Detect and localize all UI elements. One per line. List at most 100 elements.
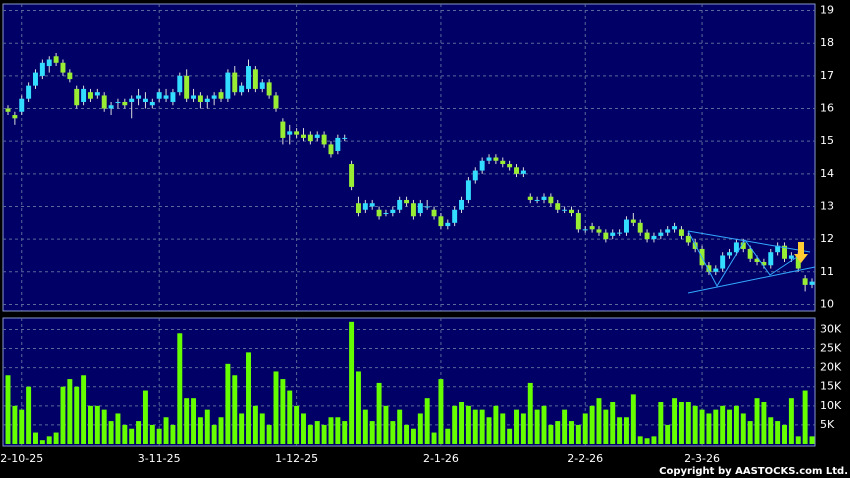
volume-bar [87, 405, 93, 444]
volume-bar [637, 436, 643, 444]
candle-body [342, 137, 348, 139]
volume-bar [101, 409, 107, 444]
volume-bar [582, 413, 588, 444]
copyright: Copyright by AASTOCKS.com Ltd. [659, 466, 848, 477]
volume-bar [747, 421, 753, 444]
volume-bar [548, 424, 554, 444]
volume-bar [239, 413, 245, 444]
volume-bar [692, 405, 698, 444]
candle-body [672, 226, 678, 230]
volume-bar [129, 428, 135, 444]
candle-body [562, 209, 568, 211]
volume-bar [562, 409, 568, 444]
candle-body [417, 203, 423, 214]
volume-bar [809, 436, 815, 444]
candle-body [60, 62, 66, 73]
volume-bar [108, 421, 114, 444]
volume-bar [307, 424, 313, 444]
candle-body [486, 157, 492, 161]
volume-bar [142, 390, 148, 444]
volume-bar [301, 413, 306, 444]
volume-bar [218, 417, 224, 444]
y2-tick-label: 20K [820, 361, 842, 374]
volume-bar [67, 379, 73, 444]
volume-bar [644, 438, 650, 444]
volume-bar [589, 405, 595, 444]
candle-body [307, 134, 313, 142]
candle-body [136, 95, 142, 99]
candle-body [452, 209, 458, 223]
y2-tick-label: 5K [820, 418, 835, 431]
volume-bar [204, 409, 210, 444]
x-tick-label: 2-3-26 [684, 452, 720, 465]
candle-body [108, 105, 114, 109]
candle-body [424, 206, 430, 208]
volume-bar [12, 405, 18, 444]
price-panel [2, 3, 816, 312]
candle-body [211, 95, 217, 99]
y-tick-label: 16 [820, 102, 834, 115]
volume-bar [431, 432, 437, 444]
y-tick-label: 14 [820, 167, 834, 180]
volume-bar [603, 409, 609, 444]
candle-body [630, 219, 636, 223]
candle-body [720, 255, 726, 269]
volume-bar [33, 432, 38, 444]
volume-bar [802, 390, 808, 444]
volume-bar [761, 402, 767, 444]
candle-body [596, 229, 602, 233]
candle-body [67, 72, 73, 80]
candle-body [610, 232, 616, 236]
candle-body [740, 242, 746, 249]
volume-bar [369, 421, 375, 444]
candle-body [301, 134, 306, 138]
candle-body [520, 170, 526, 174]
volume-bar [782, 424, 787, 444]
volume-bar [335, 417, 341, 444]
candle-body [472, 170, 478, 181]
candle-body [355, 203, 361, 214]
x-tick-label: 2-10-25 [0, 452, 43, 465]
candle-body [733, 242, 739, 253]
candle-body [184, 75, 190, 99]
candle-body [156, 92, 162, 99]
volume-bar [623, 417, 629, 444]
volume-bar [754, 398, 760, 444]
candle-body [775, 245, 781, 253]
candle-body [644, 232, 650, 240]
candle-body [266, 82, 272, 96]
volume-bar [136, 421, 142, 444]
volume-bar [252, 405, 258, 444]
x-tick-label: 2-2-26 [567, 452, 603, 465]
y2-tick-label: 15K [820, 380, 842, 393]
volume-bar [355, 371, 361, 444]
volume-bar [294, 405, 300, 444]
candle-body [782, 245, 787, 259]
volume-bar [5, 375, 11, 444]
volume-bar [376, 382, 382, 444]
y2-tick-label: 25K [820, 342, 842, 355]
candle-body [651, 235, 657, 240]
volume-bar [706, 413, 712, 444]
candle-body [81, 88, 87, 102]
candle-body [617, 232, 623, 234]
volume-bar [170, 424, 176, 444]
volume-bar [321, 424, 327, 444]
candle-body [404, 199, 410, 204]
candle-body [514, 167, 519, 174]
volume-bar [534, 409, 540, 444]
volume-bar [197, 417, 203, 444]
volume-bar [19, 409, 25, 444]
candle-body [142, 98, 148, 102]
candle-body [809, 281, 815, 285]
volume-bar [472, 409, 478, 444]
candle-body [534, 199, 540, 201]
x-tick-label: 2-1-26 [423, 452, 459, 465]
candle-body [129, 98, 135, 102]
candle-body [465, 180, 471, 200]
candle-body [459, 199, 465, 210]
volume-bar [26, 386, 32, 444]
volume-bar [349, 321, 355, 444]
candle-body [122, 101, 128, 106]
candle-body [321, 134, 327, 145]
